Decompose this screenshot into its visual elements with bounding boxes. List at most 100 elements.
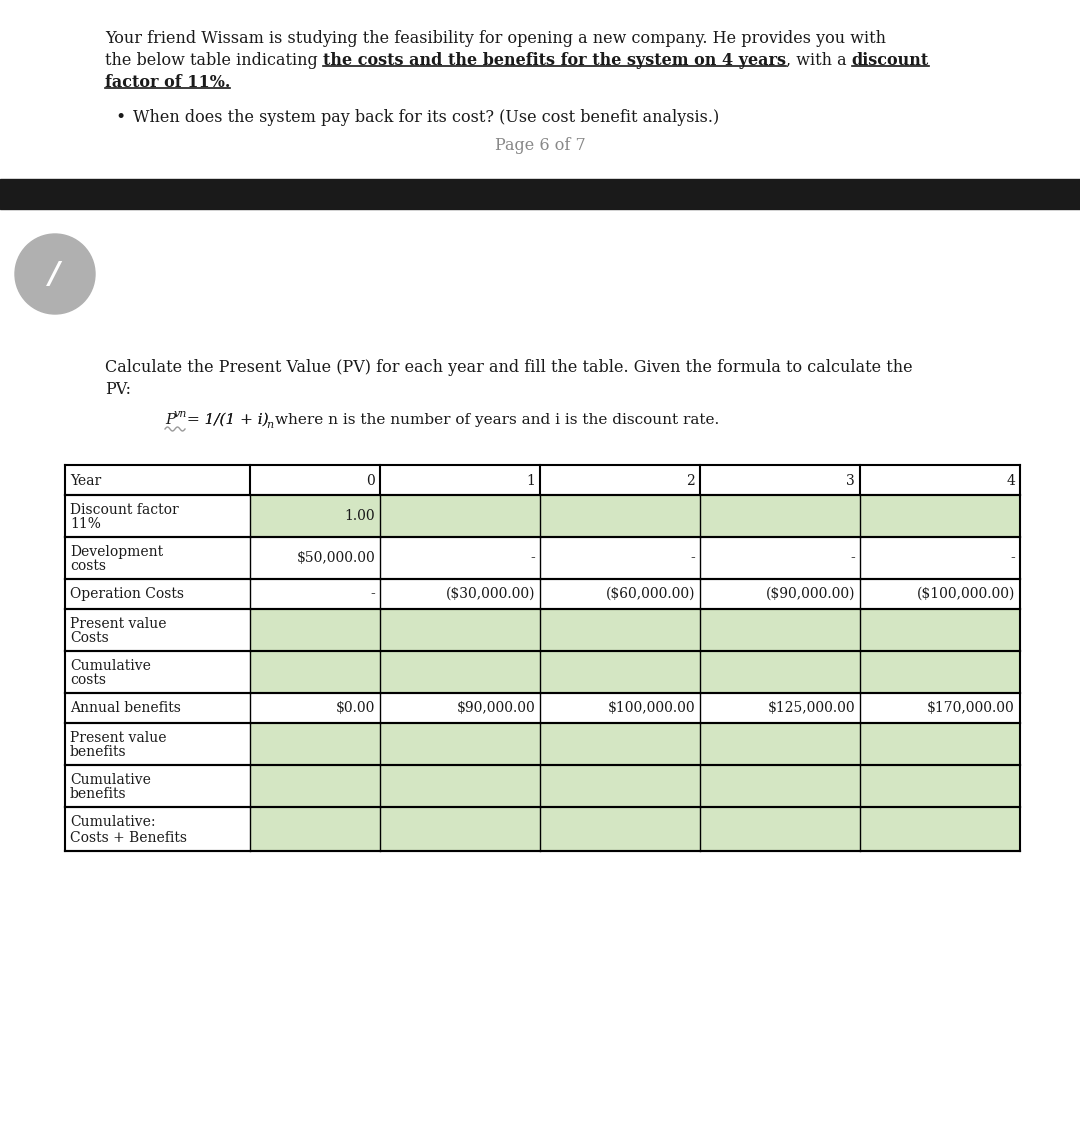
Bar [249, 579, 380, 609]
Bar [380, 651, 540, 693]
Text: P: P [165, 413, 175, 427]
Text: When does the system pay back for its cost? (Use cost benefit analysis.): When does the system pay back for its co… [133, 109, 719, 126]
Text: $100,000.00: $100,000.00 [607, 701, 696, 715]
Text: $90,000.00: $90,000.00 [456, 701, 535, 715]
Bar [249, 693, 380, 723]
Bar [860, 807, 1020, 850]
Text: Discount factor: Discount factor [70, 503, 179, 517]
Bar [65, 651, 249, 693]
Bar [860, 609, 1020, 651]
Bar [249, 765, 380, 807]
Bar [860, 723, 1020, 765]
Text: $0.00: $0.00 [336, 701, 375, 715]
Bar [65, 495, 249, 537]
Bar [700, 693, 860, 723]
Bar [700, 537, 860, 579]
Text: benefits: benefits [70, 788, 126, 801]
Text: Costs + Benefits: Costs + Benefits [70, 830, 187, 845]
Text: costs: costs [70, 673, 106, 688]
Bar [249, 807, 380, 850]
Bar [65, 693, 249, 723]
Text: •: • [114, 109, 125, 126]
Bar [380, 579, 540, 609]
Text: Cumulative: Cumulative [70, 659, 151, 673]
Text: 11%: 11% [70, 517, 100, 532]
Text: factor of 11%.: factor of 11%. [105, 74, 230, 91]
Text: benefits: benefits [70, 745, 126, 760]
Text: 3: 3 [847, 473, 855, 488]
Bar [65, 765, 249, 807]
Bar [860, 579, 1020, 609]
Bar [65, 537, 249, 579]
Bar [540, 651, 700, 693]
Text: , with a: , with a [786, 52, 852, 68]
Bar [540, 807, 700, 850]
Bar [380, 807, 540, 850]
Bar [540, 723, 700, 765]
Text: Costs: Costs [70, 632, 109, 645]
Text: Operation Costs: Operation Costs [70, 587, 184, 601]
Bar [380, 723, 540, 765]
Bar [380, 693, 540, 723]
Text: n: n [267, 420, 273, 430]
Text: Development: Development [70, 544, 163, 559]
Text: PV:: PV: [105, 381, 131, 398]
Bar [700, 651, 860, 693]
Bar [249, 723, 380, 765]
Text: 0: 0 [366, 473, 375, 488]
Bar [860, 693, 1020, 723]
Bar [249, 537, 380, 579]
Bar [860, 651, 1020, 693]
Bar [700, 609, 860, 651]
Text: -: - [370, 587, 375, 601]
Text: Page 6 of 7: Page 6 of 7 [495, 137, 585, 154]
Text: -: - [1010, 551, 1015, 565]
Bar [540, 537, 700, 579]
Text: Cumulative: Cumulative [70, 773, 151, 787]
Bar [540, 579, 700, 609]
Text: -: - [850, 551, 855, 565]
Bar [65, 609, 249, 651]
Bar [65, 465, 1020, 495]
Text: Year: Year [70, 473, 102, 488]
Text: 2: 2 [686, 473, 696, 488]
Bar [540, 765, 700, 807]
Bar [65, 723, 249, 765]
Bar [65, 579, 249, 609]
Bar [860, 495, 1020, 537]
Text: $170,000.00: $170,000.00 [928, 701, 1015, 715]
Bar [700, 807, 860, 850]
Text: discount: discount [852, 52, 929, 68]
Circle shape [15, 234, 95, 314]
Bar [380, 495, 540, 537]
Text: where n is the number of years and i is the discount rate.: where n is the number of years and i is … [274, 413, 719, 427]
Bar [0, 180, 1080, 209]
Text: Present value: Present value [70, 617, 166, 631]
Bar [860, 765, 1020, 807]
Bar [249, 651, 380, 693]
Bar [540, 495, 700, 537]
Bar [249, 609, 380, 651]
Text: ($100,000.00): ($100,000.00) [917, 587, 1015, 601]
Bar [380, 609, 540, 651]
Bar [65, 807, 249, 850]
Text: = 1/(1 + i): = 1/(1 + i) [187, 413, 269, 427]
Text: Present value: Present value [70, 730, 166, 745]
Text: $125,000.00: $125,000.00 [768, 701, 855, 715]
Text: -: - [530, 551, 535, 565]
Bar [540, 609, 700, 651]
Text: 1.00: 1.00 [345, 509, 375, 523]
Bar [700, 723, 860, 765]
Text: Calculate the Present Value (PV) for each year and fill the table. Given the for: Calculate the Present Value (PV) for eac… [105, 359, 913, 376]
Text: $50,000.00: $50,000.00 [296, 551, 375, 565]
Text: Cumulative:: Cumulative: [70, 816, 156, 829]
Bar [380, 765, 540, 807]
Bar [860, 537, 1020, 579]
Bar [700, 495, 860, 537]
Bar [540, 693, 700, 723]
Text: ($90,000.00): ($90,000.00) [766, 587, 855, 601]
Text: the below table indicating: the below table indicating [105, 52, 323, 68]
Text: ($60,000.00): ($60,000.00) [606, 587, 696, 601]
Bar [249, 495, 380, 537]
Text: -: - [690, 551, 696, 565]
